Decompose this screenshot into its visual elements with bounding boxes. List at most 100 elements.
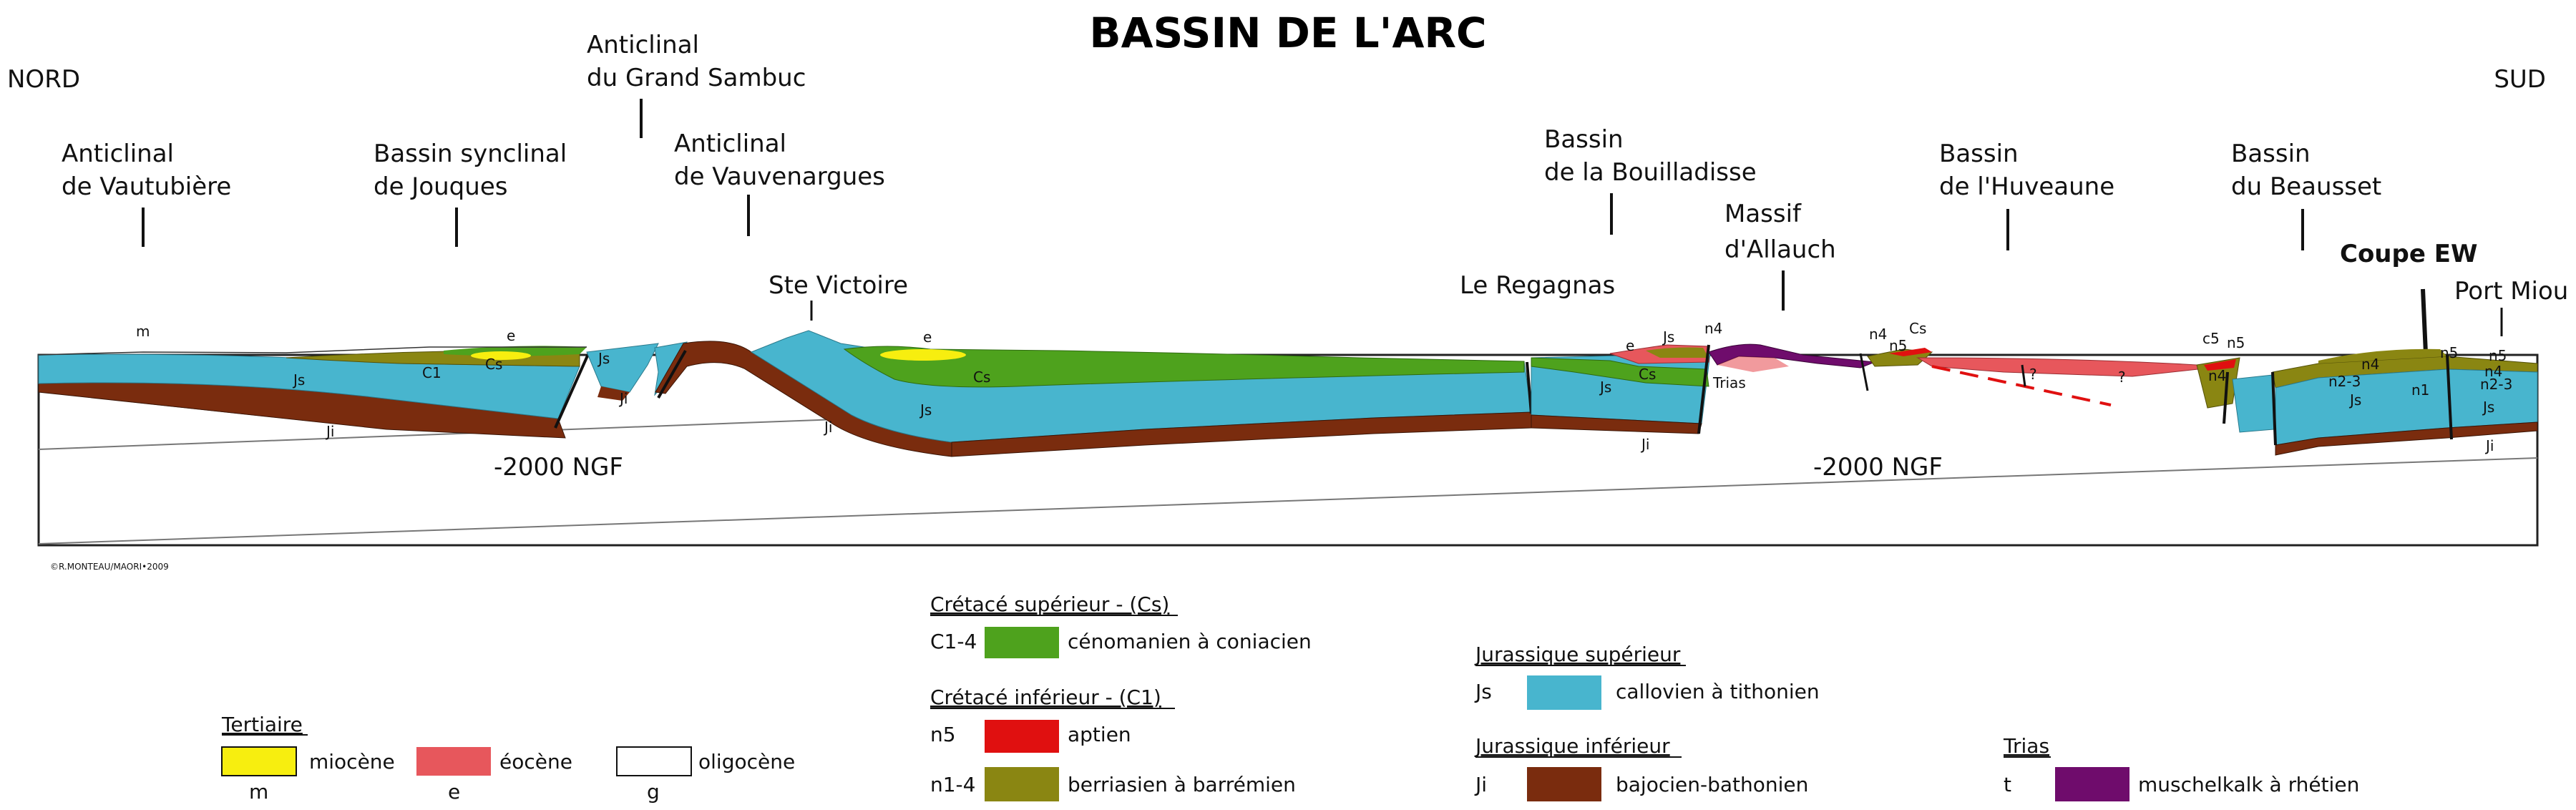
unit-label-n5-2: n5	[2227, 334, 2245, 351]
legend-label-muschelkalk: muschelkalk à rhétien	[2138, 773, 2359, 796]
legend-swatch-miocene	[221, 746, 297, 776]
ngf-reference-line-south	[38, 457, 2538, 545]
legend-code-g: g	[647, 780, 660, 804]
fault-regagnas	[1526, 361, 1533, 414]
legend-heading-tertiaire: Tertiaire	[221, 713, 303, 736]
structure-beausset-line2: du Beausset	[2231, 172, 2381, 201]
page-title: BASSIN DE L'ARC	[1089, 9, 1486, 57]
coupe-ew-label: Coupe EW	[2340, 240, 2477, 268]
fault-jouques	[554, 353, 590, 429]
structure-bouilladisse-line1: Bassin	[1544, 125, 1624, 154]
structure-allauch-line2: d'Allauch	[1724, 235, 1836, 264]
unit-label-js-3: Js	[919, 401, 932, 419]
unit-label-cs-3: Cs	[1639, 366, 1656, 383]
beausset-block	[2196, 348, 2538, 456]
unit-label-ji-1: Ji	[325, 423, 334, 440]
unit-label-q-1: ?	[2029, 366, 2037, 383]
legend-label-cenomanien: cénomanien à coniacien	[1068, 630, 1312, 653]
fault-beausset-1	[2223, 371, 2229, 424]
fault-beausset-2	[2271, 371, 2277, 446]
legend-label-eocene: éocène	[499, 750, 572, 774]
legend-code-n5: n5	[930, 723, 956, 746]
regagnas-label: Le Regagnas	[1460, 271, 1615, 300]
legend-heading-jurassique-inf: Jurassique inférieur	[1474, 734, 1670, 758]
legend-code-js: Js	[1474, 680, 1492, 703]
legend-label-callovien: callovien à tithonien	[1616, 680, 1820, 703]
legend-heading-jurassique-sup: Jurassique supérieur	[1474, 643, 1681, 666]
unit-label-q-2: ?	[2118, 369, 2126, 386]
unit-label-ji-4: Ji	[1640, 436, 1649, 453]
legend-code-n1-4: n1-4	[930, 773, 975, 796]
unit-label-n4-2: n4	[1869, 326, 1887, 343]
structure-jouques-line2: de Jouques	[374, 172, 507, 201]
structure-allauch-line1: Massif	[1724, 200, 1802, 228]
unit-label-m: m	[136, 323, 150, 340]
legend-code-c1-4: C1-4	[930, 630, 977, 653]
unit-label-n5-1: n5	[1889, 337, 1907, 354]
legend-label-berriasien: berriasien à barrémien	[1068, 773, 1296, 796]
structure-vauvenargues-line2: de Vauvenargues	[674, 162, 885, 191]
legend-label-oligocene: oligocène	[698, 750, 795, 774]
legend-label-aptien: aptien	[1068, 723, 1131, 746]
structure-grand-sambuc-line1: Anticlinal	[587, 31, 699, 59]
unit-label-e-1: e	[507, 327, 515, 344]
unit-label-n4-1: n4	[1704, 320, 1722, 337]
legend-swatch-eocene	[416, 747, 491, 776]
unit-label-js-7: Js	[2482, 399, 2494, 416]
northern-block	[38, 346, 587, 439]
unit-label-js-2: Js	[597, 350, 610, 367]
unit-label-e-3: e	[1626, 337, 1634, 354]
north-label: NORD	[7, 65, 80, 94]
legend-swatch-berriasien	[985, 767, 1059, 801]
structure-huveaune-line1: Bassin	[1939, 140, 2019, 168]
unit-label-e-2: e	[923, 328, 932, 346]
unit-label-n4-5: n4	[2484, 363, 2502, 380]
port-miou-label: Port Miou	[2454, 277, 2568, 306]
unit-label-n4-3: n4	[2208, 367, 2226, 384]
unit-label-cs-1: Cs	[485, 356, 502, 373]
unit-label-ji-3: Ji	[823, 419, 832, 436]
fault-vauvenargues	[657, 350, 687, 399]
unit-label-ji-5: Ji	[2484, 437, 2494, 454]
legend-label-miocene: miocène	[309, 750, 395, 774]
structure-jouques-line1: Bassin synclinal	[374, 140, 567, 168]
structure-vautubiere-line2: de Vautubière	[62, 172, 231, 201]
unit-label-n5-4: n5	[2489, 347, 2507, 364]
structure-bouilladisse-line2: de la Bouilladisse	[1544, 158, 1757, 187]
unit-label-cs-2: Cs	[973, 369, 990, 386]
bouilladisse-block	[1531, 344, 1711, 434]
legend-heading-cretace-sup: Crétacé supérieur - (Cs)	[930, 592, 1169, 616]
fault-port-miou	[2446, 354, 2453, 440]
allauch-block	[1708, 343, 1933, 372]
structure-vautubiere-line1: Anticlinal	[62, 140, 174, 168]
section-unit-labels: m Js Ji C1 Cs e Js Ji e Cs Js Ji e Js n4…	[136, 320, 2512, 454]
legend-swatch-bajocien	[1527, 767, 1601, 801]
unit-label-js-5: Js	[1599, 379, 1611, 396]
unit-label-ji-2: Ji	[618, 390, 628, 407]
unit-label-n1: n1	[2411, 381, 2429, 399]
legend-code-m: m	[249, 780, 268, 804]
unit-label-c5: c5	[2202, 330, 2220, 347]
unit-label-n2-3-1: n2-3	[2328, 373, 2361, 390]
fault-bouilladisse	[1697, 344, 1710, 434]
ngf-label-north: -2000 NGF	[494, 453, 623, 482]
fault-huveaune	[2021, 364, 2026, 387]
legend-swatch-cenomanien	[985, 627, 1059, 658]
legend-heading-trias: Trias	[2003, 734, 2049, 758]
legend-label-bajocien: bajocien-bathonien	[1616, 773, 1808, 796]
legend-swatch-callovien	[1527, 675, 1601, 710]
legend-heading-cretace-inf: Crétacé inférieur - (C1)	[930, 685, 1161, 709]
thrust-huveaune	[1931, 365, 2112, 406]
coupe-ew-tick	[2421, 288, 2428, 354]
legend-code-e: e	[448, 780, 460, 804]
structure-grand-sambuc-line2: du Grand Sambuc	[587, 64, 806, 92]
south-label: SUD	[2494, 65, 2546, 94]
unit-label-js-6: Js	[2348, 391, 2361, 409]
structure-labels: Anticlinal de Vautubière Bassin synclina…	[62, 31, 2381, 311]
ngf-label-south: -2000 NGF	[1813, 453, 1943, 482]
unit-label-n4-4: n4	[2361, 356, 2379, 373]
sambuc-block	[586, 330, 1532, 457]
unit-label-c1: C1	[422, 364, 441, 381]
unit-label-js-1: Js	[292, 371, 305, 389]
